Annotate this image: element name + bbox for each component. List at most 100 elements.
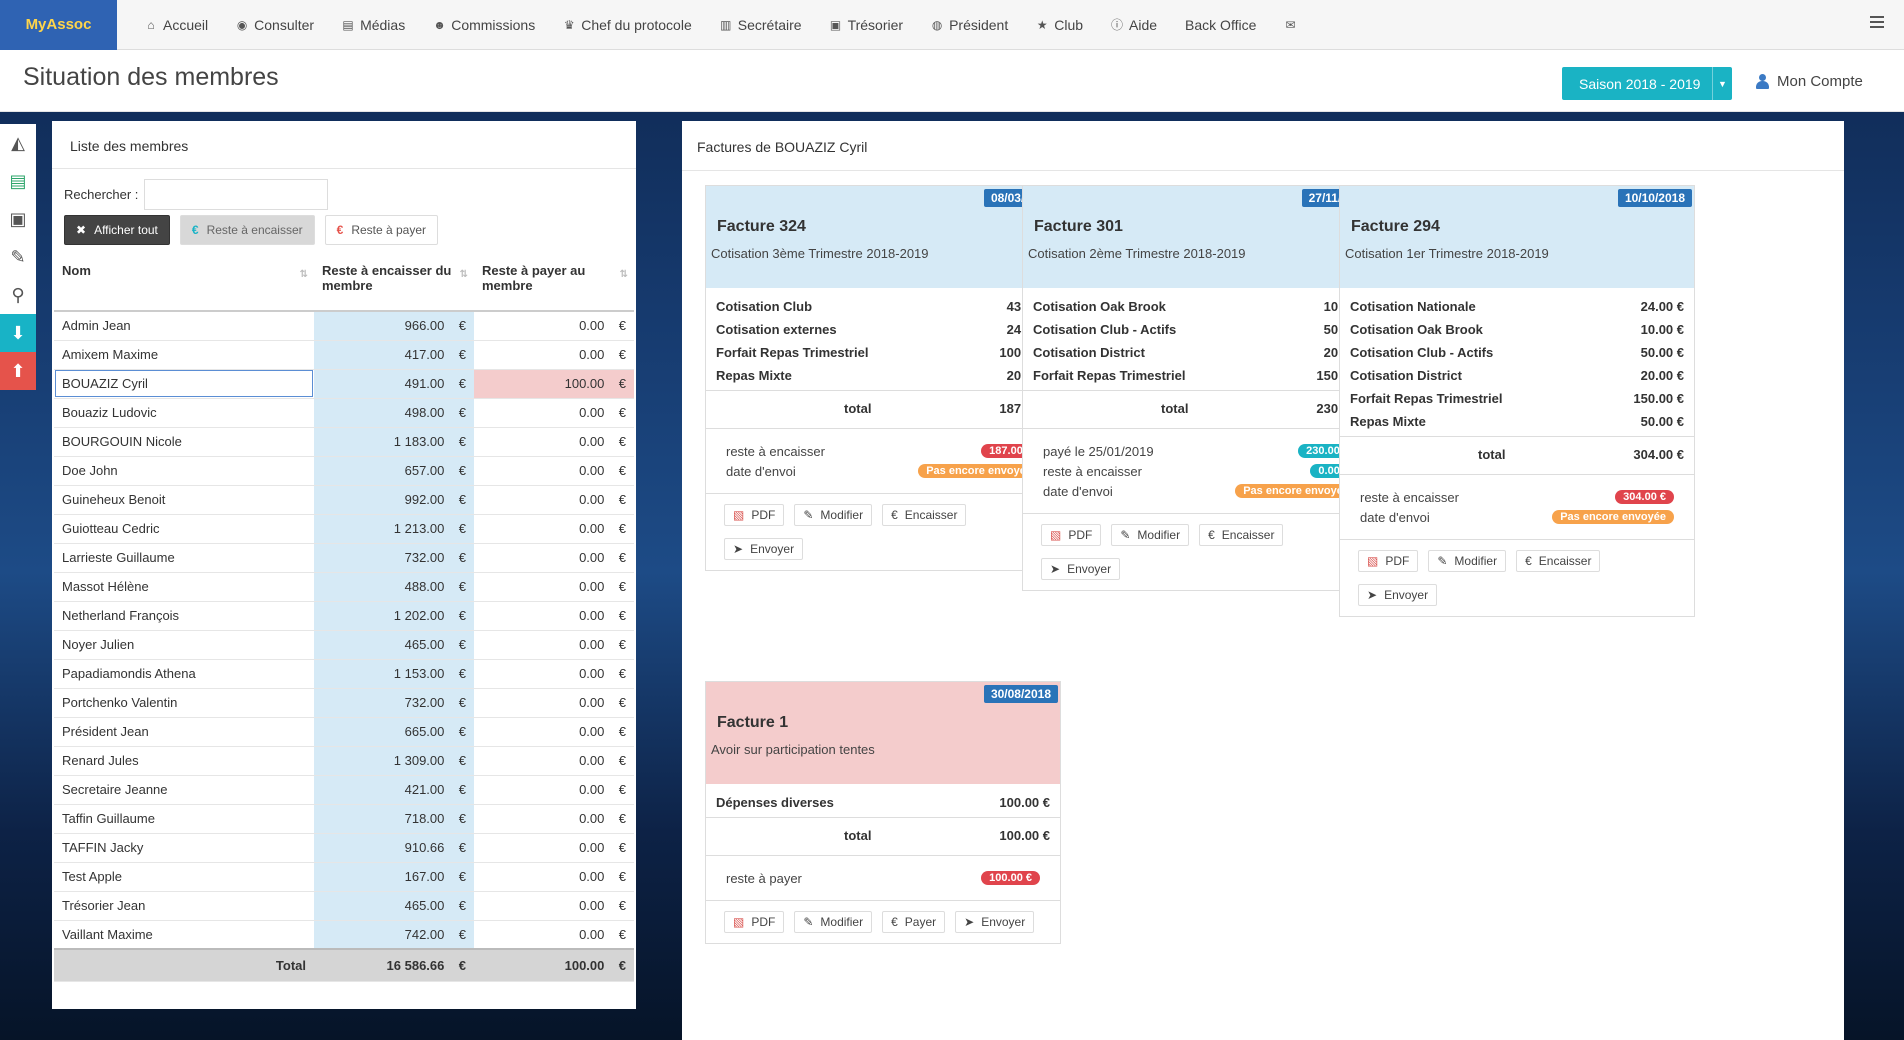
envoyer-button[interactable]: ➤ Envoyer <box>1358 584 1438 606</box>
nav-accueil[interactable]: ⌂ Accueil <box>131 0 222 50</box>
table-row[interactable]: Taffin Guillaume 718.00 €0.00 € <box>54 804 634 834</box>
member-name[interactable]: Papadiamondis Athena <box>54 659 314 689</box>
table-row[interactable]: Noyer Julien 465.00 €0.00 € <box>54 630 634 660</box>
member-name[interactable]: Noyer Julien <box>54 630 314 660</box>
nav-aide[interactable]: ⓘ Aide <box>1097 0 1171 50</box>
area-chart-icon[interactable]: ◭ <box>11 132 25 153</box>
wrench-icon[interactable]: ✎ <box>10 246 26 267</box>
brand-logo[interactable]: MyAssoc <box>0 0 117 50</box>
table-row[interactable]: Guiotteau Cedric 1 213.00 €0.00 € <box>54 514 634 544</box>
pdf-button[interactable]: ▧ PDF <box>724 911 785 933</box>
table-row[interactable]: Netherland François 1 202.00 €0.00 € <box>54 601 634 631</box>
pdf-button[interactable]: ▧ PDF <box>724 504 785 526</box>
nav-club[interactable]: ★ Club <box>1022 0 1097 50</box>
envoyer-button[interactable]: ➤ Envoyer <box>1041 558 1121 580</box>
member-name[interactable]: Admin Jean <box>54 311 314 341</box>
currency-symbol: € <box>618 666 626 681</box>
show-all-button[interactable]: ✖ Afficher tout <box>64 215 170 245</box>
download-icon[interactable]: ⬇ <box>0 314 36 352</box>
modifier-button[interactable]: ✎ Modifier <box>1111 524 1190 546</box>
modifier-button[interactable]: ✎ Modifier <box>794 911 873 933</box>
to-collect-button[interactable]: € Reste à encaisser <box>179 215 315 245</box>
member-name[interactable]: Netherland François <box>54 601 314 631</box>
member-name[interactable]: Larrieste Guillaume <box>54 543 314 573</box>
nav-label: Back Office <box>1185 16 1257 33</box>
nav-tresorier[interactable]: ▣ Trésorier <box>816 0 918 50</box>
table-row[interactable]: Papadiamondis Athena 1 153.00 €0.00 € <box>54 659 634 689</box>
table-row[interactable]: Amixem Maxime 417.00 €0.00 € <box>54 340 634 370</box>
encaisser-button[interactable]: € Encaisser <box>1516 550 1601 572</box>
payer-button[interactable]: € Payer <box>882 911 946 933</box>
member-name[interactable]: Bouaziz Ludovic <box>54 398 314 428</box>
money-icon[interactable]: ▣ <box>9 208 27 229</box>
member-to-collect: 1 202.00 € <box>314 601 474 631</box>
invoice-title: Facture 324 <box>717 218 806 235</box>
nav-back-office[interactable]: Back Office <box>1171 0 1270 50</box>
table-row[interactable]: Vaillant Maxime 742.00 €0.00 € <box>54 920 634 950</box>
column-header-to-pay[interactable]: Reste à payer au membre ⇅ <box>474 257 634 312</box>
nav-secretaire[interactable]: ▥ Secrétaire <box>706 0 816 50</box>
column-header-to-collect[interactable]: Reste à encaisser du membre ⇅ <box>314 257 474 312</box>
member-name[interactable]: TAFFIN Jacky <box>54 833 314 863</box>
column-header-name[interactable]: Nom ⇅ <box>54 257 314 312</box>
to-pay-button[interactable]: € Reste à payer <box>324 215 439 245</box>
nav-commissions[interactable]: ☻ Commissions <box>419 0 549 50</box>
pdf-button[interactable]: ▧ PDF <box>1358 550 1419 572</box>
caret-down-icon[interactable]: ▼ <box>1712 67 1732 100</box>
nav-label: Club <box>1054 16 1084 33</box>
nav-messages[interactable]: ✉ <box>1270 0 1310 50</box>
member-name[interactable]: Taffin Guillaume <box>54 804 314 834</box>
modifier-button[interactable]: ✎ Modifier <box>1428 550 1507 572</box>
table-row[interactable]: Test Apple 167.00 €0.00 € <box>54 862 634 892</box>
encaisser-button[interactable]: € Encaisser <box>882 504 967 526</box>
table-row[interactable]: BOUAZIZ Cyril 491.00 €100.00 € <box>54 369 634 399</box>
member-name[interactable]: Vaillant Maxime <box>54 920 314 950</box>
modifier-button[interactable]: ✎ Modifier <box>794 504 873 526</box>
member-name[interactable]: BOUAZIZ Cyril <box>54 369 314 399</box>
member-name[interactable]: Guiotteau Cedric <box>54 514 314 544</box>
envoyer-button[interactable]: ➤ Envoyer <box>724 538 804 560</box>
table-row[interactable]: Massot Hélène 488.00 €0.00 € <box>54 572 634 602</box>
map-marker-icon[interactable]: ⚲ <box>11 284 25 305</box>
document-icon[interactable]: ▤ <box>9 170 27 191</box>
table-row[interactable]: Portchenko Valentin 732.00 €0.00 € <box>54 688 634 718</box>
member-name[interactable]: Secretaire Jeanne <box>54 775 314 805</box>
pdf-button[interactable]: ▧ PDF <box>1041 524 1102 546</box>
table-row[interactable]: Larrieste Guillaume 732.00 €0.00 € <box>54 543 634 573</box>
account-menu[interactable]: Mon Compte <box>1756 73 1863 90</box>
table-row[interactable]: Trésorier Jean 465.00 €0.00 € <box>54 891 634 921</box>
member-name[interactable]: Guineheux Benoit <box>54 485 314 515</box>
table-row[interactable]: BOURGOUIN Nicole 1 183.00 €0.00 € <box>54 427 634 457</box>
nav-president[interactable]: ◍ Président <box>917 0 1022 50</box>
table-row[interactable]: Secretaire Jeanne 421.00 €0.00 € <box>54 775 634 805</box>
member-name[interactable]: Massot Hélène <box>54 572 314 602</box>
upload-icon[interactable]: ⬆ <box>0 352 36 390</box>
envoyer-button[interactable]: ➤ Envoyer <box>955 911 1035 933</box>
table-row[interactable]: TAFFIN Jacky 910.66 €0.00 € <box>54 833 634 863</box>
table-row[interactable]: Doe John 657.00 €0.00 € <box>54 456 634 486</box>
encaisser-button[interactable]: € Encaisser <box>1199 524 1284 546</box>
table-row[interactable]: Président Jean 665.00 €0.00 € <box>54 717 634 747</box>
season-select[interactable]: Saison 2018 - 2019 ▼ <box>1562 67 1732 100</box>
member-name[interactable]: Renard Jules <box>54 746 314 776</box>
pdf-label: PDF <box>1068 528 1093 542</box>
member-name[interactable]: Trésorier Jean <box>54 891 314 921</box>
member-name[interactable]: Amixem Maxime <box>54 340 314 370</box>
search-input[interactable] <box>144 179 329 210</box>
invoice-date-badge: 30/08/2018 <box>983 685 1058 703</box>
encaisser-label: Encaisser <box>1538 554 1592 568</box>
nav-medias[interactable]: ▤ Médias <box>328 0 419 50</box>
nav-chef-du-protocole[interactable]: ♛ Chef du protocole <box>549 0 706 50</box>
member-name[interactable]: Président Jean <box>54 717 314 747</box>
member-name[interactable]: Portchenko Valentin <box>54 688 314 718</box>
table-row[interactable]: Renard Jules 1 309.00 €0.00 € <box>54 746 634 776</box>
member-name[interactable]: Doe John <box>54 456 314 486</box>
table-row[interactable]: Admin Jean 966.00 €0.00 € <box>54 311 634 341</box>
table-row[interactable]: Guineheux Benoit 992.00 €0.00 € <box>54 485 634 515</box>
nav-consulter[interactable]: ◉ Consulter <box>222 0 328 50</box>
to-pay-value: 100.00 <box>564 376 605 391</box>
member-name[interactable]: Test Apple <box>54 862 314 892</box>
menu-toggle-icon[interactable] <box>1870 16 1884 30</box>
table-row[interactable]: Bouaziz Ludovic 498.00 €0.00 € <box>54 398 634 428</box>
member-name[interactable]: BOURGOUIN Nicole <box>54 427 314 457</box>
